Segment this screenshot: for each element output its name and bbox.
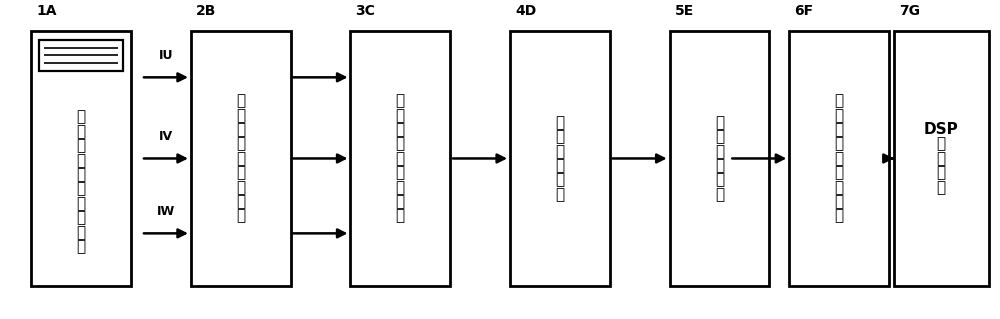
Text: DSP
处
理
电
路: DSP 处 理 电 路 xyxy=(924,122,959,195)
Text: 3C: 3C xyxy=(355,4,375,18)
Text: IU: IU xyxy=(159,49,173,62)
Text: 过
流
比
较
电
路: 过 流 比 较 电 路 xyxy=(715,115,724,202)
Bar xyxy=(191,31,291,286)
Bar xyxy=(894,31,989,286)
Text: 1A: 1A xyxy=(36,4,57,18)
Text: 比
例
积
分
电
路: 比 例 积 分 电 路 xyxy=(555,115,564,202)
Text: 过
流
信
号
抗
干
扰
电
路: 过 流 信 号 抗 干 扰 电 路 xyxy=(834,93,844,224)
Bar xyxy=(510,31,610,286)
Text: IW: IW xyxy=(157,205,175,218)
Bar xyxy=(789,31,889,286)
Text: 4D: 4D xyxy=(515,4,536,18)
Text: 2B: 2B xyxy=(196,4,216,18)
Text: IV: IV xyxy=(159,130,173,143)
Text: 精
密
整
流
绝
对
值
电
路: 精 密 整 流 绝 对 值 电 路 xyxy=(396,93,405,224)
Text: 6F: 6F xyxy=(794,4,813,18)
Text: 7G: 7G xyxy=(899,4,920,18)
Bar xyxy=(39,40,123,71)
Text: 5E: 5E xyxy=(675,4,694,18)
Text: 三
相
电
流
输
出
电
流
信
号: 三 相 电 流 输 出 电 流 信 号 xyxy=(77,109,86,254)
Bar xyxy=(670,31,769,286)
Bar xyxy=(350,31,450,286)
Bar xyxy=(31,31,131,286)
Text: 电
流
信
号
抗
干
扰
电
路: 电 流 信 号 抗 干 扰 电 路 xyxy=(236,93,245,224)
